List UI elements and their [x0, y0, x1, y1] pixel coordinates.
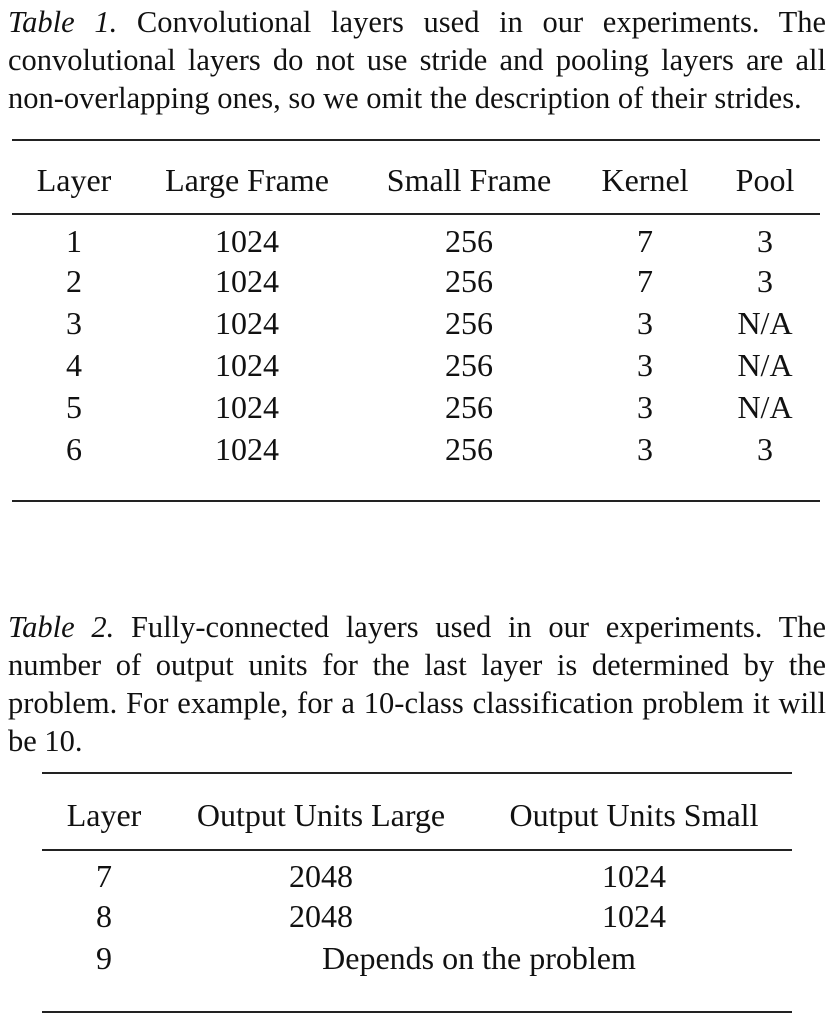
table-cell: 7 [637, 262, 653, 299]
table-cell: 3 [757, 223, 773, 259]
table2-header-layer: Layer [66, 796, 142, 833]
table1-header-large-frame: Large Frame [165, 161, 329, 198]
table-cell: 8 [96, 897, 112, 934]
table-cell: 1024 [602, 858, 666, 894]
table-cell: N/A [737, 346, 793, 383]
table-cell: 1024 [215, 304, 279, 341]
table-cell: 3 [637, 430, 653, 467]
table1: Layer Large Frame Small Frame Kernel Poo… [12, 155, 820, 470]
table-cell: 6 [66, 430, 82, 467]
table1-bottom-rule [12, 500, 820, 502]
table2-header-output-units-small: Output Units Small [509, 796, 759, 833]
table-cell: 3 [637, 346, 653, 383]
table-cell-merged: Depends on the problem [322, 939, 636, 976]
table-row: 2 1024 256 7 3 [12, 260, 820, 302]
table-cell: 256 [445, 430, 493, 467]
table-cell: 3 [757, 262, 773, 299]
table-cell: 256 [445, 304, 493, 341]
table-cell: 3 [637, 304, 653, 341]
table1-header-layer: Layer [36, 161, 112, 198]
table2-top-rule [42, 772, 792, 774]
table-cell: 1024 [215, 223, 279, 259]
table2-header-row: Layer Output Units Large Output Units Sm… [42, 790, 792, 840]
table-cell: 2048 [289, 858, 353, 894]
table-cell: 9 [96, 939, 112, 976]
table-row: 4 1024 256 3 N/A [12, 344, 820, 386]
table1-caption: Table 1. Convolutional layers used in ou… [8, 3, 826, 117]
table1-header-small-frame: Small Frame [386, 161, 552, 198]
table-cell: 1 [66, 223, 82, 259]
table-cell: 1024 [215, 430, 279, 467]
table-cell: 1024 [215, 262, 279, 299]
table-row: 7 2048 1024 [42, 840, 792, 895]
table-cell: 1024 [602, 897, 666, 934]
table-cell: N/A [737, 304, 793, 341]
table-cell: 256 [445, 223, 493, 259]
table-row: 1 1024 256 7 3 [12, 205, 820, 260]
table-cell: 256 [445, 388, 493, 425]
table-cell: 2048 [289, 897, 353, 934]
table2-caption-label: Table 2. [8, 610, 115, 644]
table-cell: 7 [637, 223, 653, 259]
table-cell: 1024 [215, 388, 279, 425]
table2-caption-text: Fully-connected layers used in our exper… [8, 610, 826, 758]
table1-header-kernel: Kernel [601, 161, 689, 198]
table1-caption-text: Convolutional layers used in our experim… [8, 5, 826, 115]
table-cell: N/A [737, 388, 793, 425]
table-row: 6 1024 256 3 3 [12, 428, 820, 470]
table2-bottom-rule [42, 1011, 792, 1013]
table-cell: 4 [66, 346, 82, 383]
table2: Layer Output Units Large Output Units Sm… [42, 790, 792, 979]
table1-header-rule [12, 213, 820, 215]
table-cell: 3 [757, 430, 773, 467]
table-cell: 3 [637, 388, 653, 425]
table1-header-pool: Pool [735, 161, 795, 198]
table-cell: 7 [96, 858, 112, 894]
table-cell: 5 [66, 388, 82, 425]
table-row: 5 1024 256 3 N/A [12, 386, 820, 428]
table-cell: 2 [66, 262, 82, 299]
table1-header-row: Layer Large Frame Small Frame Kernel Poo… [12, 155, 820, 205]
table-cell: 256 [445, 346, 493, 383]
table-cell: 3 [66, 304, 82, 341]
table-cell: 1024 [215, 346, 279, 383]
table-cell: 256 [445, 262, 493, 299]
table-row: 3 1024 256 3 N/A [12, 302, 820, 344]
table1-caption-label: Table 1. [8, 5, 118, 39]
table-row: 8 2048 1024 [42, 895, 792, 937]
table2-caption: Table 2. Fully-connected layers used in … [8, 608, 826, 760]
table2-header-output-units-large: Output Units Large [196, 796, 446, 833]
table2-header-rule [42, 849, 792, 851]
table-row: 9 Depends on the problem [42, 937, 792, 979]
table1-top-rule [12, 139, 820, 141]
